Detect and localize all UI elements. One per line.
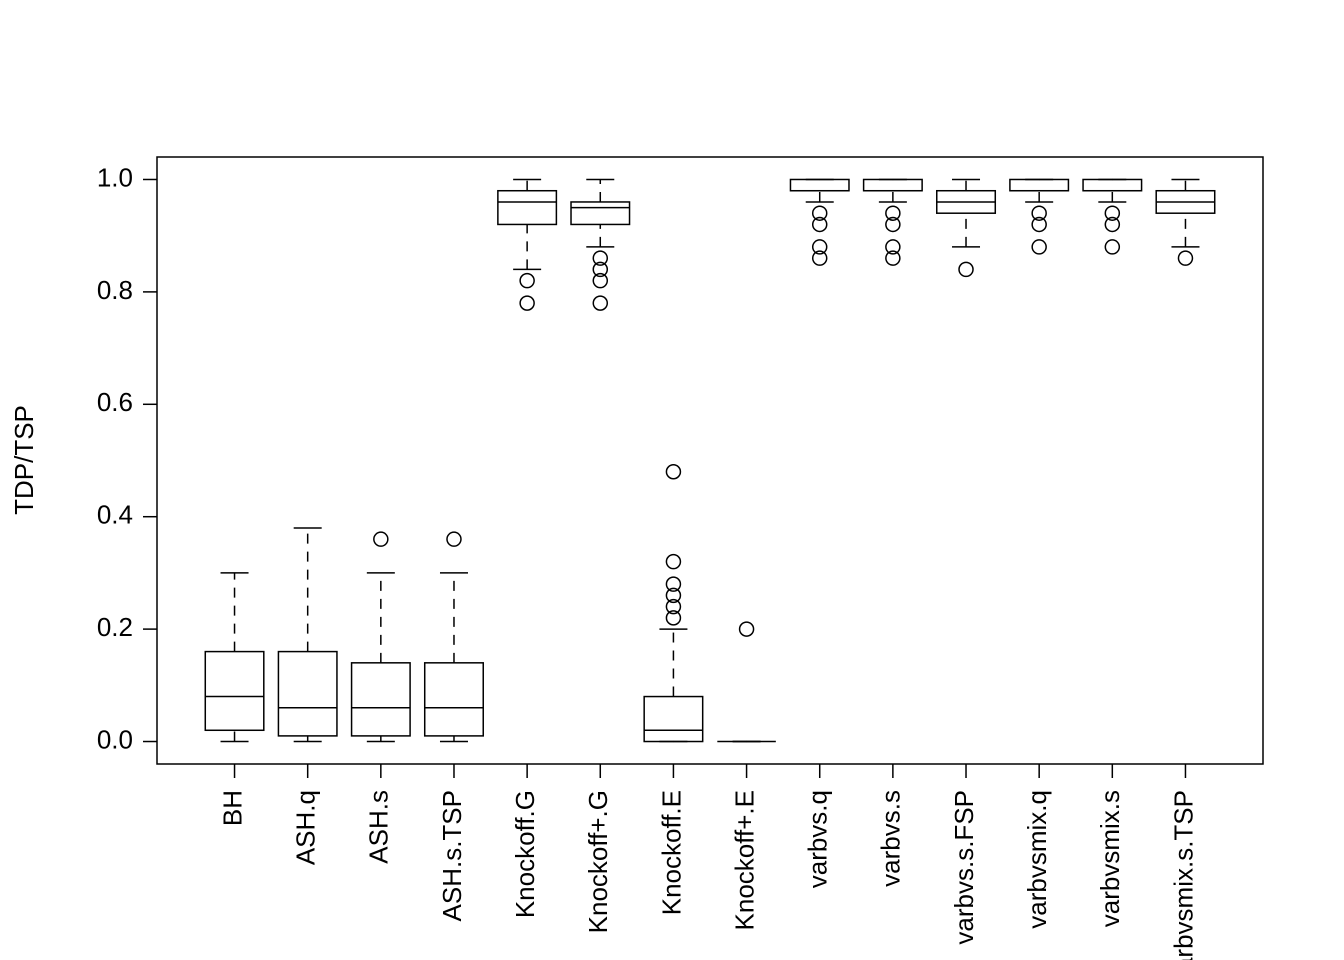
- x-tick-label: varbvsmix.q: [1022, 790, 1052, 929]
- outlier: [738, 621, 755, 637]
- box: [497, 189, 558, 226]
- outlier: [519, 295, 535, 311]
- outlier: [665, 576, 682, 592]
- x-tick-label: BH: [217, 790, 247, 826]
- outlier: [811, 250, 828, 266]
- box: [643, 695, 704, 743]
- box: [570, 201, 631, 226]
- outlier: [1031, 205, 1047, 221]
- outlier: [885, 205, 901, 221]
- outlier: [665, 553, 682, 570]
- outlier: [885, 216, 901, 233]
- y-tick-label: 0.2: [97, 612, 133, 642]
- outlier: [811, 205, 828, 221]
- outlier: [1104, 239, 1121, 255]
- outlier: [1031, 239, 1047, 255]
- outlier: [1104, 205, 1121, 221]
- y-axis-label: TDP/TSP: [9, 405, 39, 515]
- outlier: [811, 239, 828, 255]
- x-tick-label: Knockoff+.G: [583, 790, 613, 933]
- outlier: [1177, 250, 1194, 266]
- box: [862, 178, 923, 192]
- outlier: [1031, 216, 1047, 233]
- outlier: [592, 250, 609, 266]
- outlier: [665, 598, 682, 615]
- x-tick-label: varbvs.q: [803, 790, 833, 888]
- outlier: [885, 250, 901, 266]
- outlier: [885, 239, 901, 255]
- x-tick-label: Knockoff.E: [656, 790, 686, 915]
- outlier: [446, 531, 462, 547]
- outlier: [592, 261, 609, 278]
- y-tick-label: 0.8: [97, 275, 133, 305]
- outlier: [665, 587, 682, 604]
- outlier: [665, 463, 682, 480]
- outlier: [665, 610, 682, 626]
- x-tick-label: Knockoff+.E: [729, 790, 759, 930]
- box: [789, 178, 850, 192]
- outlier: [811, 216, 828, 233]
- outlier: [592, 272, 609, 289]
- box: [1009, 178, 1070, 192]
- y-tick-label: 0.0: [97, 724, 133, 754]
- y-tick-label: 0.6: [97, 387, 133, 417]
- y-tick-label: 1.0: [97, 162, 133, 192]
- x-tick-label: ASH.s: [364, 790, 394, 864]
- x-tick-label: ASH.q: [291, 790, 321, 865]
- outlier: [1104, 216, 1121, 233]
- x-tick-label: Knockoff.G: [510, 790, 540, 918]
- x-tick-label: varbvs.s.FSP: [949, 790, 979, 945]
- box: [204, 650, 265, 732]
- x-tick-label: varbvsmix.s: [1095, 790, 1125, 927]
- box: [350, 662, 411, 737]
- box: [423, 662, 484, 737]
- x-tick-label: varbvsmix.s.TSP: [1168, 790, 1198, 960]
- box: [277, 650, 338, 737]
- outlier: [373, 531, 389, 547]
- outlier: [592, 295, 609, 311]
- outlier: [958, 261, 974, 278]
- plot-frame: [156, 156, 1264, 765]
- x-tick-label: varbvs.s: [876, 790, 906, 887]
- x-tick-label: ASH.s.TSP: [437, 790, 467, 921]
- y-tick-label: 0.4: [97, 500, 133, 530]
- outlier: [519, 272, 535, 289]
- box: [1082, 178, 1143, 192]
